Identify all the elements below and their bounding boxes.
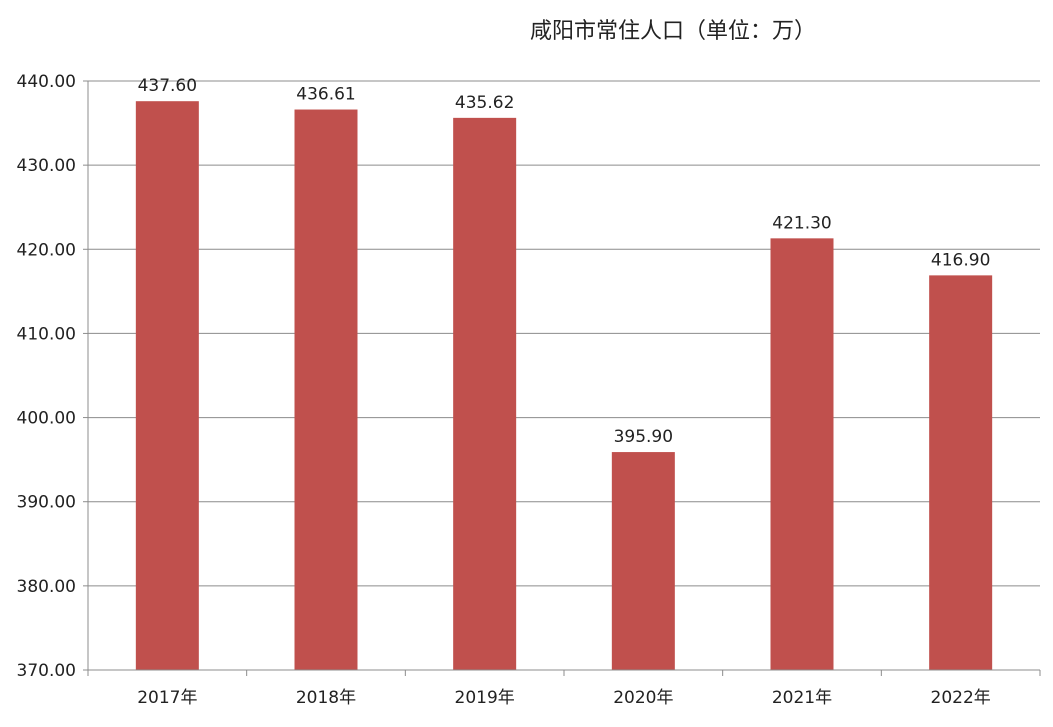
bar: [294, 109, 358, 671]
labels: 370.00 380.00 390.00 400.00 410.00 420.00 430.…: [17, 72, 991, 708]
data-label: 395.90: [614, 427, 673, 447]
x-tick-label: 2020年: [613, 688, 673, 708]
chart-title: 咸阳市常住人口（单位：万）: [530, 19, 817, 44]
y-tick-label: 410.00: [17, 324, 76, 344]
data-label: 416.90: [931, 250, 990, 270]
x-tick-label: 2019年: [455, 688, 515, 708]
bar: [453, 117, 517, 671]
y-tick-label: 440.00: [17, 72, 76, 92]
y-tick-label: 420.00: [17, 240, 76, 260]
y-tick-label: 390.00: [17, 493, 76, 513]
bar: [929, 275, 993, 670]
bar: [770, 238, 834, 670]
x-tick-label: 2021年: [772, 688, 832, 708]
x-tick-label: 2018年: [296, 688, 356, 708]
bars: [135, 101, 993, 671]
y-tick-label: 370.00: [17, 661, 76, 681]
data-label: 421.30: [772, 213, 831, 233]
data-label: 437.60: [138, 76, 197, 96]
x-tick-label: 2017年: [137, 688, 197, 708]
bar: [611, 452, 675, 670]
data-label: 435.62: [455, 93, 514, 113]
y-tick-label: 380.00: [17, 577, 76, 597]
bar: [135, 101, 199, 671]
y-tick-label: 400.00: [17, 409, 76, 429]
gridlines: [88, 80, 1040, 671]
y-tick-label: 430.00: [17, 156, 76, 176]
axes: [83, 80, 1041, 676]
x-tick-label: 2022年: [931, 688, 991, 708]
data-label: 436.61: [296, 85, 355, 105]
